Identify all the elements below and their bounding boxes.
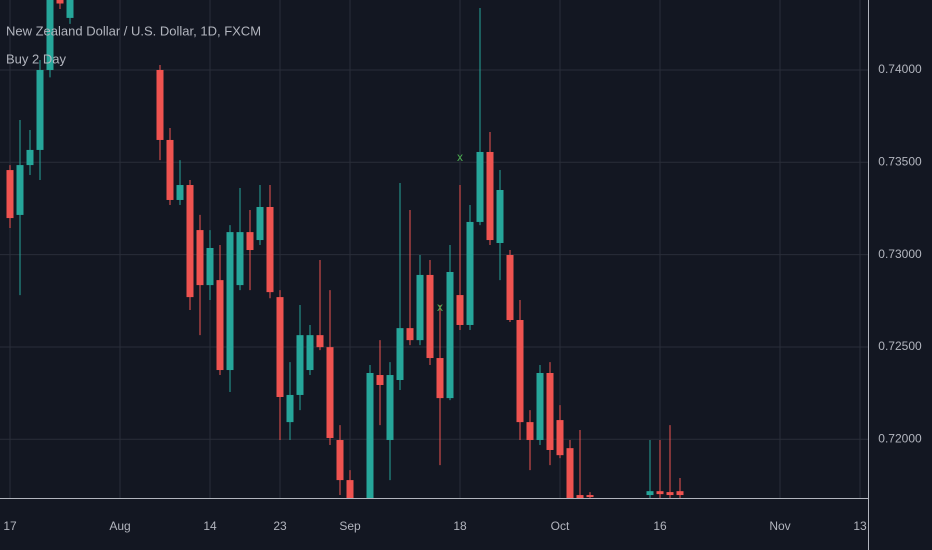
candle-body [196,230,204,286]
candle-body [486,151,494,241]
y-tick-label: 0.72000 [878,431,922,445]
candle-body [26,149,34,166]
x-tick-label: Aug [109,519,130,533]
candle-body [6,170,14,219]
y-tick-label: 0.73000 [878,247,922,261]
candle-body [266,206,274,293]
y-tick-label: 0.73500 [878,154,922,168]
candle-body [326,347,334,438]
candle-body [36,69,44,150]
candle-body [216,280,224,371]
x-tick-label: 23 [273,519,287,533]
candle-body [396,328,404,381]
x-tick-label: Nov [769,519,790,533]
x-tick-label: Oct [551,519,570,533]
candle-body [656,491,664,495]
candle-body [516,319,524,423]
candle-body [166,139,174,200]
candle-body [506,255,514,320]
candle-body [546,372,554,450]
candle-body [306,335,314,371]
candle-body [436,358,444,399]
candle-body [456,295,464,325]
candle-body [346,480,354,498]
candle-body [646,491,654,496]
candle-body [246,232,254,251]
candle-body [156,69,164,140]
candle-body [276,297,284,397]
x-tick-label: 14 [203,519,217,533]
signal-marker: x [437,300,443,314]
candle-body [466,221,474,325]
candle-body [296,335,304,395]
candle-body [676,491,684,496]
candle-body [206,247,214,286]
candle-body [476,151,484,222]
candle-body [566,448,574,498]
indicator-name: Buy 2 Day [6,51,66,66]
candle-body [336,440,344,481]
candle-body [316,335,324,348]
plot-area: xx [6,0,684,498]
candle-body [236,232,244,286]
signal-marker: x [457,150,463,164]
candle-body [446,271,454,399]
y-tick-label: 0.72500 [878,339,922,353]
candle-body [176,185,184,200]
x-tick-label: Sep [339,519,361,533]
candle-body [46,0,54,70]
candle-body [666,492,674,496]
candle-body [576,495,584,498]
x-tick-label: 16 [653,519,667,533]
grid [0,0,868,498]
chart-title: New Zealand Dollar / U.S. Dollar, 1D, FX… [6,23,261,38]
x-tick-label: 17 [3,519,17,533]
candle-body [556,420,564,456]
x-tick-label: 18 [453,519,467,533]
candle-body [526,422,534,441]
candle-body [66,0,74,18]
candle-body [16,165,24,215]
candle-body [586,495,594,498]
candle-body [286,394,294,423]
axes: 0.72000 0.72500 0.73000 0.73500 0.74000 17 Aug… [3,62,922,533]
candle-body [186,185,194,298]
candle-body [226,232,234,371]
candle-body [406,328,414,341]
candle-body [416,274,424,341]
candle-body [376,375,384,385]
candle-body [386,375,394,441]
candle-body [496,190,504,243]
candle-body [536,372,544,441]
candle-body [426,274,434,359]
candle-body [56,0,64,4]
candle-body [366,372,374,498]
y-tick-label: 0.74000 [878,62,922,76]
candle-body [256,206,264,241]
x-tick-label: 13 [853,519,867,533]
